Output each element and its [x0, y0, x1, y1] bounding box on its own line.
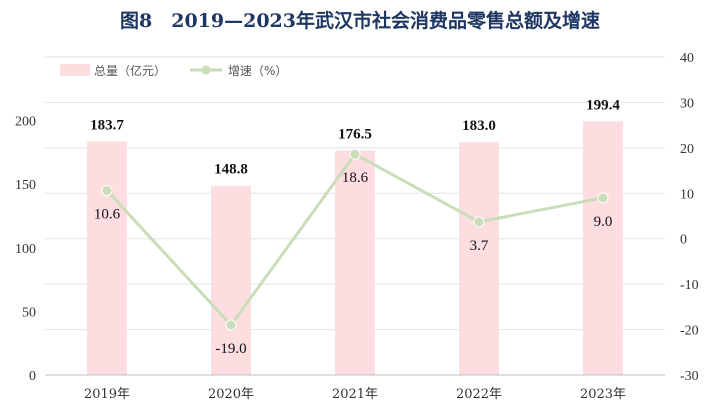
- bar: [459, 142, 499, 375]
- bar-value-label: 176.5: [338, 126, 372, 142]
- right-axis-tick-label: 40: [680, 51, 694, 66]
- right-axis-tick-label: 30: [680, 96, 694, 111]
- legend-line-label: 增速（%）: [228, 64, 287, 78]
- line-value-label: 9.0: [594, 214, 613, 230]
- x-axis-tick-label: 2019年: [84, 387, 130, 402]
- bar: [583, 121, 623, 376]
- x-axis-tick-label: 2021年: [332, 387, 378, 402]
- line-value-label: 18.6: [342, 170, 369, 186]
- legend: 总量（亿元） 增速（%）: [60, 63, 287, 78]
- bar-value-label: 183.7: [90, 117, 124, 133]
- right-axis-tick-label: 0: [680, 233, 687, 248]
- chart-title: 图8 2019—2023年武汉市社会消费品零售总额及增速: [120, 10, 600, 32]
- x-axis-tick-label: 2023年: [580, 387, 626, 402]
- bar-series: [87, 121, 623, 376]
- right-axis-tick-label: -30: [680, 369, 699, 384]
- line-value-label: -19.0: [215, 341, 246, 357]
- line-point: [349, 148, 361, 160]
- axes: 0 50 100 150 200 -30 -20 -10 0 10 20 30 40 2019年 2020年…: [15, 51, 699, 402]
- legend-line-marker: [201, 65, 211, 75]
- line-value-label: 10.6: [94, 207, 121, 223]
- line-point: [101, 185, 113, 197]
- bar: [211, 185, 251, 375]
- line-point: [225, 319, 237, 331]
- x-axis-tick-label: 2022年: [456, 387, 502, 402]
- bar-value-label: 148.8: [214, 162, 248, 178]
- legend-bar-label: 总量（亿元）: [94, 63, 166, 78]
- left-axis-tick-label: 150: [15, 178, 36, 193]
- line-value-label: 3.7: [470, 238, 489, 254]
- right-axis-tick-label: 10: [680, 187, 694, 202]
- left-axis-tick-label: 50: [22, 305, 36, 320]
- x-axis-tick-label: 2020年: [208, 387, 254, 402]
- left-axis-tick-label: 0: [29, 369, 36, 384]
- bar: [335, 150, 375, 375]
- bar: [87, 141, 127, 375]
- right-axis-tick-label: 20: [680, 142, 694, 157]
- left-axis-tick-label: 100: [15, 242, 36, 257]
- right-axis-tick-label: -10: [680, 278, 699, 293]
- left-axis-tick-label: 200: [15, 115, 36, 130]
- line-point: [473, 216, 485, 228]
- bar-value-label: 199.4: [586, 97, 620, 113]
- bar-value-label: 183.0: [462, 118, 496, 134]
- line-series: [101, 148, 609, 331]
- right-axis-tick-label: -20: [680, 324, 699, 339]
- data-labels: 183.7 148.8 176.5 183.0 199.4 10.6 -19.0 18.6 3.…: [90, 97, 620, 357]
- legend-bar-swatch: [60, 64, 90, 76]
- line-point: [597, 192, 609, 204]
